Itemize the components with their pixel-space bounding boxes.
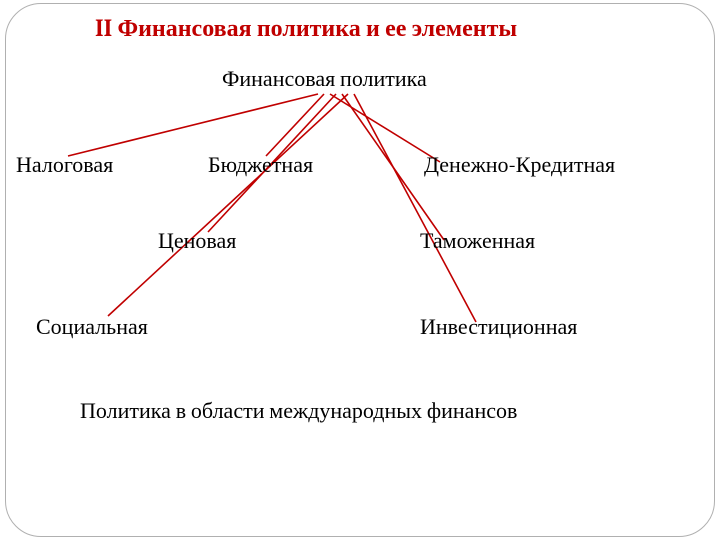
node-investment: Инвестиционная	[420, 314, 577, 340]
node-monetary: Денежно-Кредитная	[424, 152, 615, 178]
node-price: Ценовая	[158, 228, 236, 254]
slide-title: II Финансовая политика и ее элементы	[95, 14, 517, 43]
line-to-tax	[68, 94, 318, 156]
node-tax: Налоговая	[16, 152, 113, 178]
node-customs: Таможенная	[420, 228, 535, 254]
line-to-social	[108, 94, 348, 316]
line-to-investment	[354, 94, 476, 322]
bottom-label: Политика в области международных финансо…	[80, 398, 517, 424]
root-label: Финансовая политика	[222, 66, 427, 92]
line-to-budget	[266, 94, 324, 156]
node-social: Социальная	[36, 314, 148, 340]
node-budget: Бюджетная	[208, 152, 313, 178]
